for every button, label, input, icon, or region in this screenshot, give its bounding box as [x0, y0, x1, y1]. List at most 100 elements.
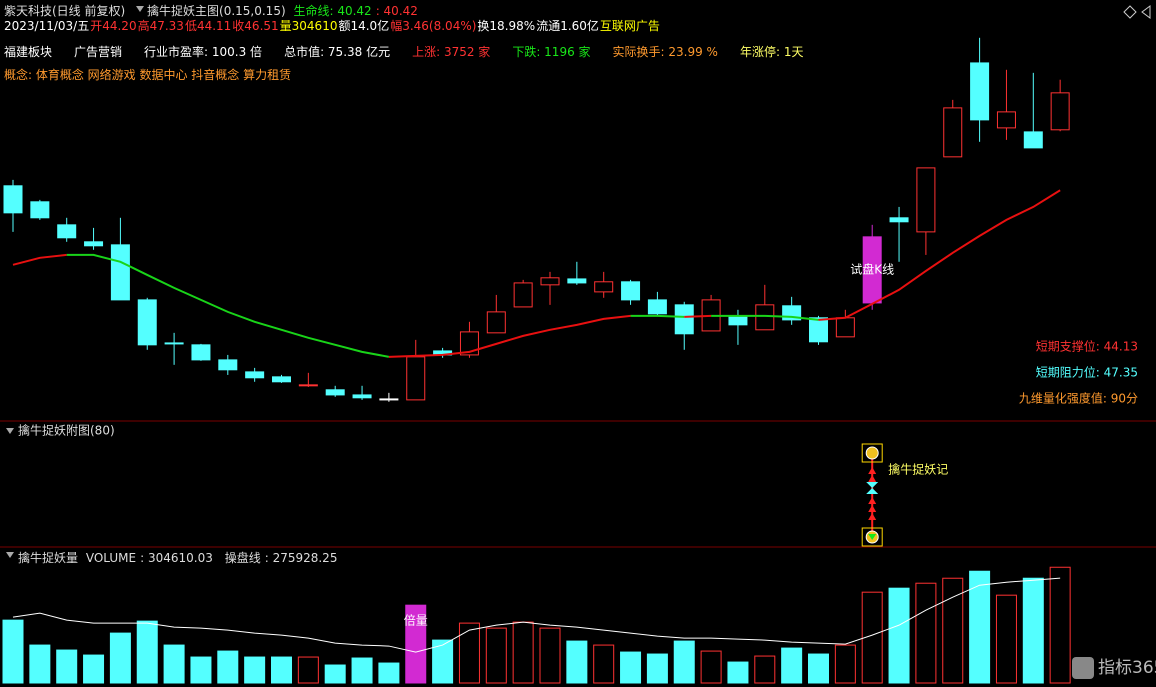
candle-body: [513, 282, 533, 308]
candle-body: [57, 224, 77, 239]
info-item: 上涨: 3752 家: [412, 45, 491, 59]
main-title: 擒牛捉妖主图(0.15,0.15): [147, 4, 286, 18]
candle-body: [325, 389, 345, 396]
candle-body: [809, 317, 828, 343]
volume-bar: [136, 620, 158, 684]
volume-bar: [1022, 577, 1044, 684]
legend: 操盘线: 275928.25: [224, 551, 338, 565]
volume-bar: [297, 656, 319, 684]
concept-row: 概念: 体育概念 网络游戏 数据中心 抖音概念 算力租赁: [4, 68, 292, 82]
coin: [865, 446, 879, 460]
candle-body: [755, 304, 775, 331]
candle-body: [1050, 92, 1070, 131]
volume-bar: [351, 657, 373, 684]
icon: [136, 6, 144, 12]
candle-body: [191, 344, 211, 361]
candle-body: [218, 359, 238, 371]
candle-body: [352, 394, 372, 399]
signal-label: 擒牛捉妖记: [888, 462, 948, 477]
info-item: 下跌: 1196 家: [512, 45, 591, 59]
life-line: [630, 314, 685, 318]
arrow: [868, 467, 877, 474]
candle-body: [3, 185, 23, 214]
candle-body: [540, 277, 560, 286]
volume-bar: [190, 656, 212, 684]
volume-bar: [539, 627, 561, 684]
icon: [6, 428, 14, 434]
info-item: 收46.51: [232, 19, 279, 33]
candle-body: [486, 311, 506, 334]
volume-bar: [888, 587, 910, 684]
volume-bar: [83, 654, 105, 684]
candle-body: [970, 62, 990, 121]
header-row: 紫天科技(日线 前复权) 擒牛捉妖主图(0.15,0.15) 生命线: 40.4…: [4, 2, 422, 19]
info-item: 量304610: [279, 19, 338, 33]
volume-bar: [700, 650, 722, 684]
info-item: 总市值: 75.38 亿元: [284, 45, 391, 59]
candle-body: [889, 217, 909, 223]
legend: 生命线: 40.42: [293, 4, 372, 18]
signal-box: [861, 443, 883, 463]
annotation: 短期阻力位: 47.35: [1036, 365, 1138, 380]
arrow: [868, 497, 877, 504]
volume-bar: [244, 656, 266, 684]
panel-title: 擒牛捉妖量: [18, 551, 79, 565]
info-row: 福建板块 广告营销 行业市盈率: 100.3 倍 总市值: 75.38 亿元 上涨: 3…: [4, 43, 825, 60]
legend-value: 275928.25: [272, 551, 338, 565]
info-item: 幅3.46(8.04%): [390, 19, 477, 33]
volume-bar: [512, 621, 534, 684]
volume-bar: [458, 622, 480, 684]
volume-bar: [808, 653, 829, 684]
arrow: [868, 475, 877, 482]
volume-bar: [109, 632, 131, 684]
volume-bar: [271, 656, 292, 684]
candle-body: [1023, 131, 1043, 149]
info-item: 换18.98%: [477, 19, 536, 33]
signal-box: [861, 527, 883, 547]
info-item: 额14.0亿: [338, 19, 390, 33]
candle-body: [379, 398, 399, 401]
legend-name: VOLUME: [85, 551, 137, 565]
icon[interactable]: [1123, 5, 1137, 19]
logo: [1072, 657, 1094, 679]
candle-body: [621, 281, 641, 301]
life-line: [711, 314, 819, 321]
volume-bar: [861, 591, 883, 684]
highlight-label: 倍量: [404, 613, 428, 628]
icon[interactable]: [1141, 5, 1151, 19]
candle-body: [272, 376, 291, 383]
watermark: 指标365: [1098, 658, 1156, 678]
volume-bar: [2, 619, 24, 684]
volume-bar: [56, 649, 78, 684]
candle-body: [110, 244, 130, 301]
info-item: 互联网广告: [599, 19, 660, 33]
stock-name: 紫天科技(日线 前复权): [4, 4, 126, 18]
info-item: 广告营销: [74, 45, 123, 59]
candle-body: [30, 201, 50, 219]
icon: [6, 552, 14, 558]
volume-bar: [995, 594, 1017, 684]
volume-bar: [727, 661, 749, 684]
volume-bar: [485, 627, 507, 684]
candle-body: [567, 278, 587, 284]
candle-body: [835, 317, 855, 338]
volume-line: [12, 577, 1061, 653]
info-item: 低44.11: [184, 19, 232, 33]
candle-body: [916, 167, 936, 233]
volume-bar: [378, 662, 400, 684]
volume-bar: [217, 650, 239, 684]
candle-body: [674, 304, 694, 335]
candle-body: [459, 331, 479, 356]
highlight-label: 试盘K线: [850, 261, 894, 276]
life-line: [66, 253, 390, 358]
annotation: 九维量化强度值: 90分: [1019, 391, 1138, 406]
annotation: 短期支撑位: 44.13: [1036, 339, 1138, 354]
arrow: [868, 505, 877, 512]
volume-bar: [834, 644, 856, 684]
candle-body: [943, 107, 963, 158]
candle-body: [406, 356, 426, 401]
volume-legend: 擒牛捉妖量 VOLUME: 304610.03 操盘线: 275928.25: [18, 549, 345, 566]
info-item: 流通1.60亿: [536, 19, 599, 33]
